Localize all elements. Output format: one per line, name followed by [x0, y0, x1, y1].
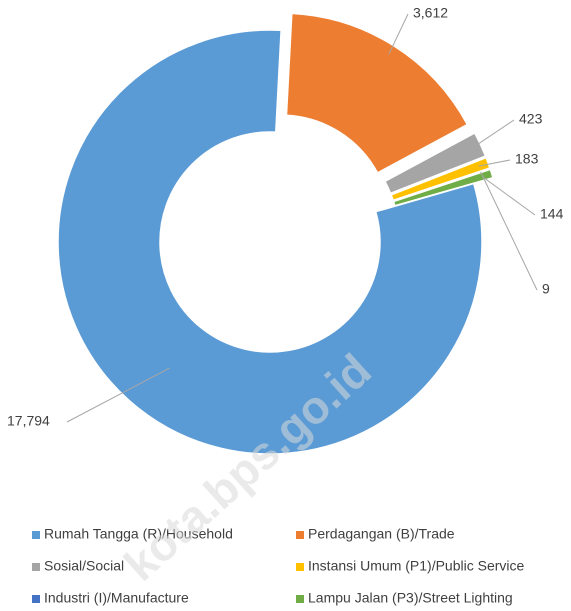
legend-label: Lampu Jalan (P3)/Street Lighting [308, 590, 513, 606]
legend-swatch [32, 531, 40, 539]
data-label: 3,612 [413, 5, 448, 21]
donut-slice [392, 168, 494, 207]
legend-swatch [296, 563, 304, 571]
legend-label: Sosial/Social [44, 558, 124, 574]
legend-swatch [32, 563, 40, 571]
leader-line [66, 367, 171, 423]
legend-label: Industri (I)/Manufacture [44, 590, 189, 606]
leader-line [471, 119, 515, 149]
leader-line [481, 176, 536, 216]
leader-line [480, 171, 538, 291]
legend-swatch [32, 595, 40, 603]
donut-slice [383, 131, 487, 195]
data-label: 9 [542, 281, 550, 297]
legend-label: Perdagangan (B)/Trade [308, 526, 455, 542]
legend-label: Rumah Tangga (R)/Household [44, 526, 233, 542]
data-label: 423 [519, 111, 543, 127]
legend-swatch [296, 531, 304, 539]
leader-line [388, 13, 409, 55]
data-label: 183 [515, 151, 539, 167]
leader-line [478, 159, 511, 167]
legend-swatch [296, 595, 304, 603]
data-label: 144 [540, 206, 564, 222]
legend-label: Instansi Umum (P1)/Public Service [308, 558, 525, 574]
donut-slice [285, 12, 469, 174]
data-label: 17,794 [7, 413, 50, 429]
donut-slice [57, 29, 483, 455]
